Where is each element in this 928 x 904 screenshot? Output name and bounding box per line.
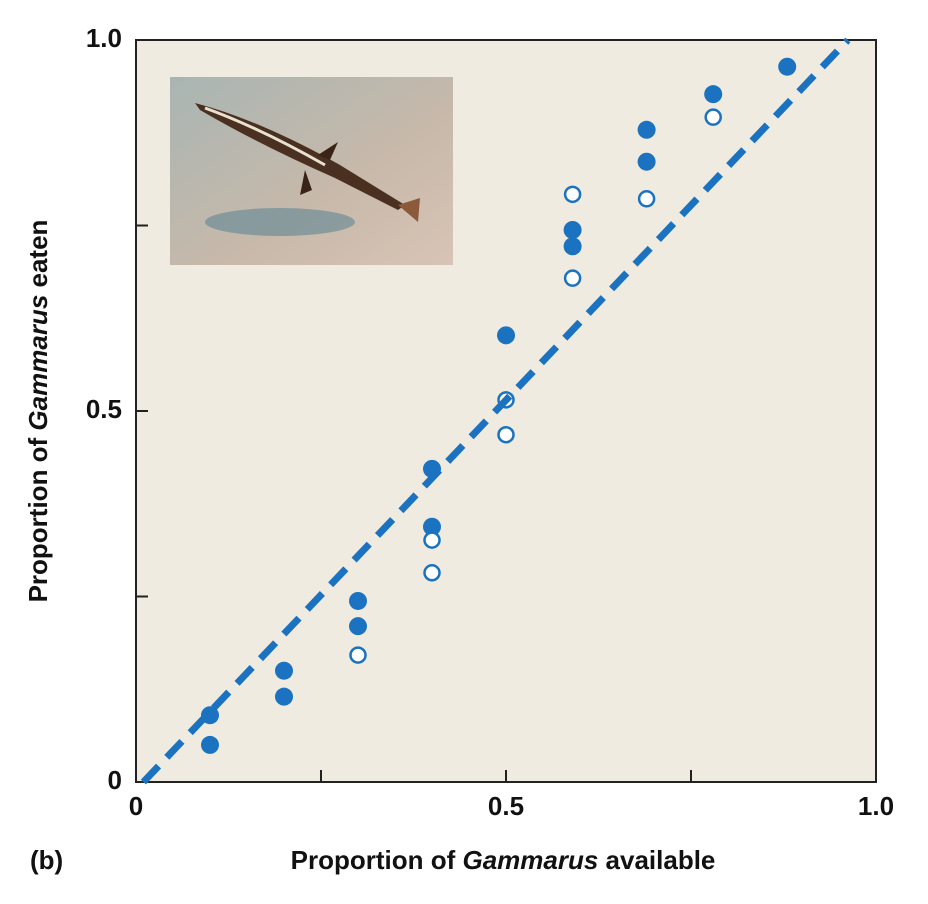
filled-point	[349, 591, 367, 610]
filled-point	[778, 57, 797, 76]
label-part: eaten	[23, 220, 53, 295]
filled-point	[637, 120, 656, 139]
label-part: Proportion of	[291, 845, 463, 875]
filled-point	[704, 85, 723, 104]
open-point	[637, 190, 656, 208]
filled-point	[497, 326, 515, 345]
y-axis-label: Proportion of Gammarus eaten	[23, 220, 53, 603]
open-point	[349, 646, 367, 664]
filled-point	[563, 237, 582, 256]
inset-photo	[170, 77, 453, 265]
open-point	[497, 425, 515, 444]
open-point	[423, 564, 441, 582]
x-tick-label: 1.0	[858, 791, 894, 821]
filled-point	[349, 617, 367, 636]
open-point	[423, 531, 441, 549]
filled-point	[201, 735, 219, 754]
x-axis-label: Proportion of Gammarus available	[291, 845, 716, 875]
x-tick-label: 0	[129, 791, 143, 821]
filled-point	[275, 687, 293, 706]
panel-label: (b)	[30, 845, 63, 875]
dashed-line	[140, 37, 851, 785]
open-point	[563, 185, 582, 204]
label-part: Proportion of	[23, 431, 53, 603]
filled-point	[637, 152, 656, 171]
label-part: Gammarus	[23, 295, 53, 431]
open-point	[563, 269, 582, 287]
filled-point	[423, 517, 441, 536]
y-tick-label: 0.5	[86, 394, 122, 424]
y-tick-label: 1.0	[86, 23, 122, 53]
x-tick-label: 0.5	[488, 791, 524, 821]
y-tick-label: 0	[108, 765, 122, 795]
label-part: available	[598, 845, 715, 875]
filled-point	[275, 661, 293, 680]
label-part: Gammarus	[462, 845, 598, 875]
open-point	[704, 108, 722, 126]
filled-point	[563, 220, 582, 239]
